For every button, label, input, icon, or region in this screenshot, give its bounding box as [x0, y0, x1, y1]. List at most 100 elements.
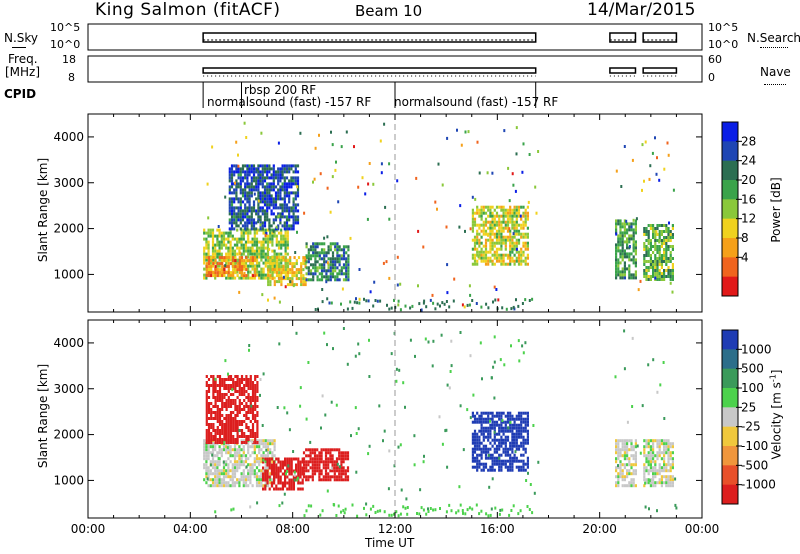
- data-cell: [344, 469, 347, 473]
- data-cell: [263, 185, 267, 189]
- data-cell: [471, 262, 474, 266]
- data-cell: [415, 176, 418, 180]
- data-cell: [459, 503, 462, 507]
- data-cell: [216, 469, 219, 473]
- data-cell: [323, 331, 326, 335]
- data-cell: [262, 255, 265, 259]
- data-cell: [294, 197, 297, 201]
- data-cell: [260, 457, 263, 461]
- data-cell: [264, 484, 267, 488]
- data-cell: [280, 231, 283, 235]
- data-cell: [214, 481, 217, 485]
- data-cell: [422, 301, 425, 305]
- data-cell: [630, 463, 633, 467]
- data-cell: [632, 457, 635, 461]
- data-cell: [261, 212, 264, 216]
- data-cell: [218, 252, 221, 256]
- data-cell: [203, 439, 206, 443]
- data-cell: [643, 260, 646, 263]
- data-cell: [647, 224, 650, 227]
- data-cell: [473, 459, 477, 463]
- data-cell: [626, 442, 629, 446]
- data-cell: [234, 429, 237, 432]
- data-cell: [321, 288, 324, 291]
- data-cell: [326, 489, 329, 493]
- data-cell: [262, 276, 265, 280]
- data-cell: [414, 354, 416, 358]
- data-cell: [338, 472, 341, 476]
- data-cell: [469, 416, 472, 420]
- data-cell: [318, 457, 321, 461]
- data-cell: [216, 234, 219, 238]
- data-cell: [658, 439, 661, 443]
- data-cell: [393, 512, 395, 516]
- data-cell: [265, 232, 268, 235]
- data-cell: [293, 473, 296, 477]
- data-cell: [262, 243, 265, 247]
- data-cell: [290, 209, 293, 213]
- data-cell: [260, 475, 263, 479]
- data-cell: [249, 435, 252, 438]
- data-cell: [209, 463, 212, 467]
- data-cell: [500, 453, 503, 457]
- data-cell: [502, 426, 505, 430]
- data-cell: [241, 176, 245, 180]
- data-cell: [235, 179, 238, 183]
- data-cell: [229, 387, 233, 390]
- data-cell: [487, 306, 490, 310]
- data-cell: [660, 481, 663, 485]
- data-cell: [238, 420, 241, 423]
- data-cell: [264, 445, 267, 449]
- data-cell: [240, 259, 244, 263]
- data-cell: [304, 280, 307, 284]
- data-cell: [656, 257, 659, 260]
- data-cell: [234, 399, 237, 402]
- data-cell: [517, 426, 521, 430]
- data-cell: [233, 188, 236, 192]
- data-cell: [254, 420, 257, 423]
- data-cell: [484, 244, 488, 248]
- data-cell: [515, 435, 518, 439]
- data-cell: [251, 246, 254, 250]
- data-cell: [285, 194, 289, 198]
- data-cell: [251, 429, 255, 432]
- data-cell: [517, 432, 521, 436]
- data-cell: [216, 274, 219, 278]
- data-cell: [297, 481, 300, 485]
- data-cell: [281, 466, 284, 470]
- data-cell: [249, 276, 252, 280]
- data-cell: [318, 451, 321, 455]
- data-cell: [223, 435, 226, 438]
- data-cell: [302, 466, 306, 470]
- data-cell: [487, 259, 490, 263]
- data-cell: [292, 475, 295, 479]
- data-cell: [244, 206, 247, 210]
- data-cell: [205, 445, 208, 449]
- data-cell: [229, 255, 232, 259]
- data-cell: [526, 253, 529, 257]
- data-cell: [295, 478, 298, 482]
- data-cell: [230, 170, 234, 174]
- data-cell: [527, 200, 530, 204]
- data-cell: [422, 460, 425, 464]
- data-cell: [347, 269, 350, 273]
- data-cell: [264, 233, 267, 237]
- data-cell: [216, 271, 219, 275]
- data-cell: [277, 469, 280, 473]
- data-cell: [205, 393, 208, 396]
- data-cell: [250, 170, 253, 174]
- data-cell: [336, 278, 339, 282]
- data-cell: [342, 472, 345, 476]
- data-cell: [652, 224, 655, 227]
- data-cell: [441, 183, 444, 187]
- data-cell: [436, 207, 438, 211]
- data-cell: [225, 429, 228, 432]
- data-cell: [282, 271, 285, 275]
- data-cell: [628, 237, 631, 241]
- data-cell: [231, 454, 234, 458]
- data-cell: [493, 430, 496, 434]
- data-cell: [376, 299, 379, 303]
- data-cell: [647, 275, 650, 278]
- data-cell: [667, 463, 670, 467]
- data-cell: [354, 406, 357, 410]
